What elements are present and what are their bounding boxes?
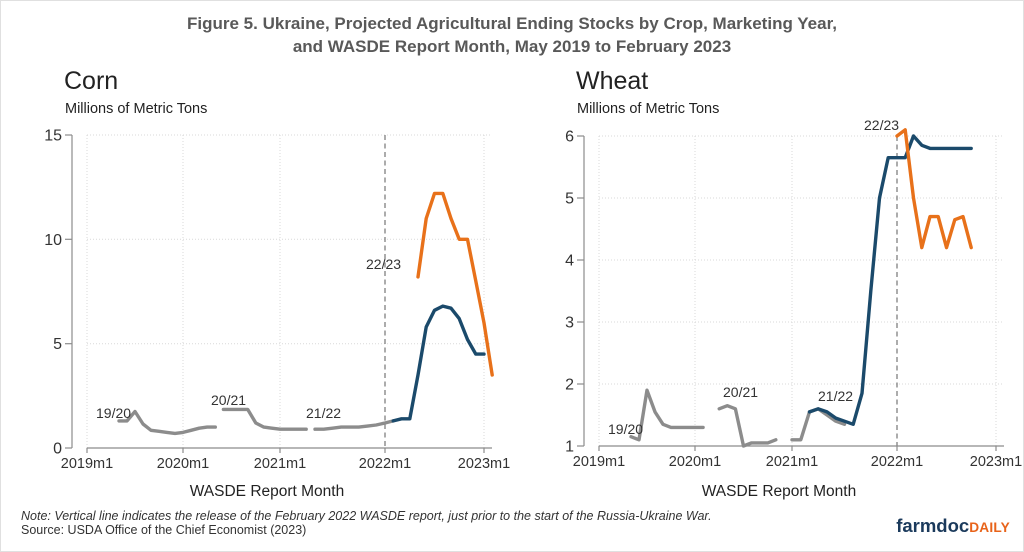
svg-text:2020m1: 2020m1 xyxy=(669,454,721,470)
svg-text:5: 5 xyxy=(53,336,62,353)
svg-text:5: 5 xyxy=(565,191,574,208)
svg-text:10: 10 xyxy=(44,232,62,249)
svg-text:22/23: 22/23 xyxy=(864,117,899,133)
svg-text:19/20: 19/20 xyxy=(96,405,131,421)
svg-text:1: 1 xyxy=(565,439,574,456)
svg-text:2022m1: 2022m1 xyxy=(871,454,923,470)
svg-text:0: 0 xyxy=(53,441,62,458)
svg-text:2023m1: 2023m1 xyxy=(970,454,1022,470)
svg-text:21/22: 21/22 xyxy=(818,388,853,404)
svg-text:2019m1: 2019m1 xyxy=(573,454,625,470)
svg-text:20/21: 20/21 xyxy=(211,392,246,408)
svg-text:6: 6 xyxy=(565,129,574,146)
svg-text:21/22: 21/22 xyxy=(306,405,341,421)
svg-text:2: 2 xyxy=(565,377,574,394)
svg-text:19/20: 19/20 xyxy=(608,421,643,437)
svg-text:20/21: 20/21 xyxy=(723,384,758,400)
svg-text:2023m1: 2023m1 xyxy=(458,456,510,472)
svg-text:3: 3 xyxy=(565,315,574,332)
svg-text:22/23: 22/23 xyxy=(366,256,401,272)
svg-text:4: 4 xyxy=(565,253,574,270)
svg-text:2022m1: 2022m1 xyxy=(359,456,411,472)
svg-text:2021m1: 2021m1 xyxy=(254,456,306,472)
svg-text:2021m1: 2021m1 xyxy=(766,454,818,470)
svg-text:2019m1: 2019m1 xyxy=(61,456,113,472)
svg-text:2020m1: 2020m1 xyxy=(157,456,209,472)
svg-text:15: 15 xyxy=(44,128,62,145)
